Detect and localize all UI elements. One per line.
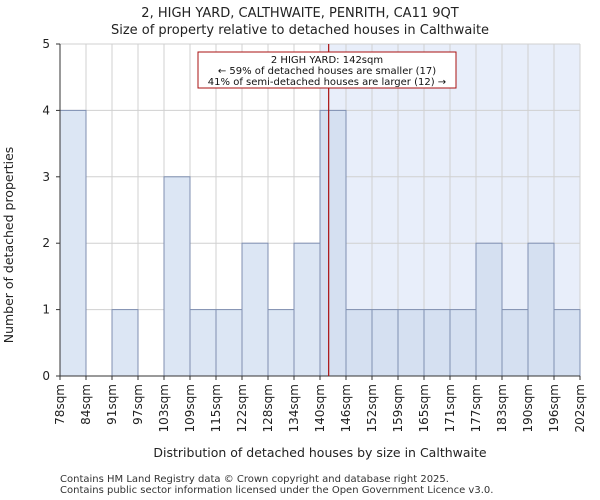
x-tick-label: 97sqm (131, 384, 145, 425)
x-tick-label: 84sqm (79, 384, 93, 425)
y-tick-label: 0 (42, 369, 50, 383)
x-tick-label: 140sqm (313, 384, 327, 432)
x-tick-label: 171sqm (443, 384, 457, 432)
x-tick-label: 202sqm (573, 384, 587, 432)
x-tick-label: 159sqm (391, 384, 405, 432)
bar (397, 309, 425, 377)
x-tick-label: 78sqm (53, 384, 67, 425)
bar (293, 242, 321, 377)
x-tick-label: 165sqm (417, 384, 431, 432)
bar (59, 109, 87, 377)
x-tick-label: 146sqm (339, 384, 353, 432)
bar (449, 309, 477, 377)
y-axis-label: Number of detached properties (1, 147, 16, 344)
bar (189, 309, 217, 377)
bar (267, 309, 295, 377)
y-tick-label: 2 (42, 236, 50, 250)
bar (423, 309, 451, 377)
x-tick-label: 134sqm (287, 384, 301, 432)
footer-line-2: Contains public sector information licen… (60, 485, 494, 496)
bar (163, 176, 191, 377)
chart-subtitle: Size of property relative to detached ho… (110, 23, 490, 38)
bar (111, 309, 139, 377)
x-axis-label: Distribution of detached houses by size … (153, 445, 487, 460)
annotation-line-3: 41% of semi-detached houses are larger (… (208, 77, 446, 88)
bar (345, 309, 373, 377)
y-tick-label: 4 (42, 103, 50, 117)
bar (501, 309, 529, 377)
y-tick-label: 3 (42, 170, 50, 184)
y-tick-label: 1 (42, 303, 50, 317)
x-tick-label: 196sqm (547, 384, 561, 432)
x-tick-label: 103sqm (157, 384, 171, 432)
bar (241, 242, 269, 377)
y-tick-label: 5 (42, 37, 50, 51)
annotation-box (197, 51, 457, 89)
x-tick-label: 109sqm (183, 384, 197, 432)
x-tick-label: 177sqm (469, 384, 483, 432)
annotation-line-1: 2 HIGH YARD: 142sqm (271, 55, 383, 66)
bar (475, 242, 503, 377)
bar (319, 109, 347, 377)
x-tick-label: 128sqm (261, 384, 275, 432)
bar (215, 309, 243, 377)
x-tick-label: 122sqm (235, 384, 249, 432)
bar (371, 309, 399, 377)
x-tick-label: 115sqm (209, 384, 223, 432)
chart-title: 2, HIGH YARD, CALTHWAITE, PENRITH, CA11 … (141, 6, 459, 21)
footer-line-1: Contains HM Land Registry data © Crown c… (60, 474, 449, 485)
bar (527, 242, 555, 377)
x-tick-label: 91sqm (105, 384, 119, 425)
x-tick-label: 183sqm (495, 384, 509, 432)
x-tick-label: 190sqm (521, 384, 535, 432)
annotation-line-2: ← 59% of detached houses are smaller (17… (218, 66, 436, 77)
bar (553, 309, 581, 377)
x-tick-label: 152sqm (365, 384, 379, 432)
